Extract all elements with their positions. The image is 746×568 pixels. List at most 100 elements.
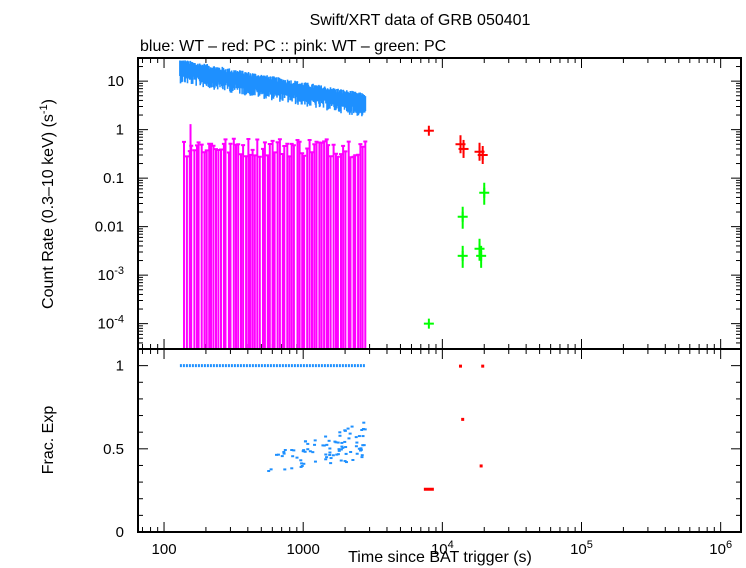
frac-exp-point [360, 454, 364, 457]
x-tick-label: 100 [152, 541, 177, 558]
frac-exp-point [340, 445, 344, 448]
frac-exp-point [324, 458, 328, 461]
frac-exp-point [357, 447, 361, 450]
frac-exp-point [311, 451, 315, 454]
frac-exp-point [295, 456, 299, 459]
data-point [479, 182, 490, 205]
frac-exp-point [337, 448, 341, 451]
y-tick-label: 0.1 [103, 170, 124, 187]
y-tick-label: 1 [116, 122, 124, 139]
frac-exp-point [292, 449, 296, 452]
frac-exp-point [339, 459, 343, 462]
x-tick-label: 106 [709, 539, 732, 558]
frac-exp-pc-point [423, 487, 434, 491]
frac-exp-point [362, 421, 366, 424]
frac-exp-point [324, 453, 328, 456]
frac-exp-point [313, 439, 317, 442]
frac-exp-pc-point [481, 364, 485, 368]
frac-exp-point [276, 453, 280, 456]
y-tick-label: 0.5 [103, 441, 124, 458]
frac-exp-point [301, 450, 305, 453]
frac-exp-point [343, 440, 347, 443]
frac-exp-point [336, 453, 340, 456]
frac-exp-point [304, 440, 308, 443]
frac-exp-point [344, 452, 348, 455]
frac-exp-point [346, 427, 350, 430]
frac-exp-point [343, 429, 347, 432]
chart-title: Swift/XRT data of GRB 050401 [310, 12, 531, 29]
frac-exp-point [354, 436, 358, 439]
y-tick-label: 0 [116, 524, 124, 541]
y-tick-label: 1 [116, 358, 124, 375]
frac-exp-point [360, 428, 364, 431]
frac-exp-point [325, 443, 329, 446]
frac-exp-point [359, 447, 363, 450]
frac-exp-pc-point [458, 364, 462, 368]
frac-exp-point [362, 444, 366, 447]
data-point [474, 238, 485, 261]
frac-exp-point [282, 452, 286, 455]
y-axis-label-frac-exp: Frac. Exp [40, 406, 57, 475]
frac-exp-point [329, 457, 333, 460]
frac-exp-point [354, 445, 358, 448]
frac-exp-point [341, 446, 345, 449]
frac-exp-point [347, 437, 351, 440]
frac-exp-point [350, 425, 354, 428]
frac-exp-point [337, 449, 341, 452]
frac-exp-point [324, 435, 328, 438]
frac-exp-point [313, 443, 317, 446]
frac-exp-point [331, 454, 335, 457]
frac-exp-panel: 100 1000 104 105 106 0 0.5 1 [103, 348, 742, 558]
x-tick-label: 1000 [287, 541, 320, 558]
frac-exp-point [306, 442, 310, 445]
count-rate-panel: 10-4 10-3 0.01 0.1 1 10 [95, 57, 742, 350]
frac-exp-point [325, 456, 329, 459]
frac-exp-pc-point [479, 464, 483, 468]
wt-count-rate-series [179, 60, 367, 117]
frac-exp-point [283, 468, 287, 471]
frac-exp-point [291, 455, 295, 458]
frac-exp-point [338, 434, 342, 437]
y-tick-label: 10-3 [98, 265, 124, 284]
frac-exp-point [363, 428, 367, 431]
frac-exp-point [267, 470, 271, 473]
frac-exp-point [344, 446, 348, 449]
data-point [477, 146, 488, 164]
x-tick-label: 105 [570, 539, 593, 558]
frac-exp-point [328, 451, 332, 454]
frac-exp-point [344, 461, 348, 464]
frac-exp-point [308, 450, 312, 453]
frac-exp-point [355, 441, 359, 444]
frac-exp-point [303, 450, 307, 453]
data-point [457, 206, 468, 229]
frac-exp-point [349, 451, 353, 454]
x-tick-label: 104 [431, 539, 454, 558]
frac-exp-point [313, 460, 317, 463]
data-point [423, 125, 434, 136]
frac-exp-point [300, 462, 304, 465]
data-point [457, 245, 468, 268]
frac-exp-point [282, 451, 286, 454]
frac-exp-point [328, 447, 332, 450]
frac-exp-point [361, 435, 365, 438]
frac-exp-point [302, 449, 306, 452]
frac-exp-point [361, 428, 365, 431]
frac-exp-point [359, 448, 363, 451]
wt-upper-limit-series [182, 124, 368, 349]
frac-exp-point [290, 449, 294, 452]
frac-exp-point [328, 453, 332, 456]
frac-exp-point [338, 431, 342, 434]
data-point [423, 318, 434, 329]
frac-exp-point [343, 460, 347, 463]
frac-exp-point [280, 455, 284, 458]
frac-exp-point [300, 464, 304, 467]
frac-exp-point [269, 468, 273, 471]
frac-exp-point [329, 462, 333, 465]
bottom-plot-frame [137, 348, 742, 533]
frac-exp-point [355, 452, 359, 455]
frac-exp-point [336, 441, 340, 444]
y-axis-label-count-rate: Count Rate (0.3–10 keV) (s-1) [38, 99, 57, 309]
frac-exp-point [351, 458, 355, 461]
frac-exp-point [339, 448, 343, 451]
